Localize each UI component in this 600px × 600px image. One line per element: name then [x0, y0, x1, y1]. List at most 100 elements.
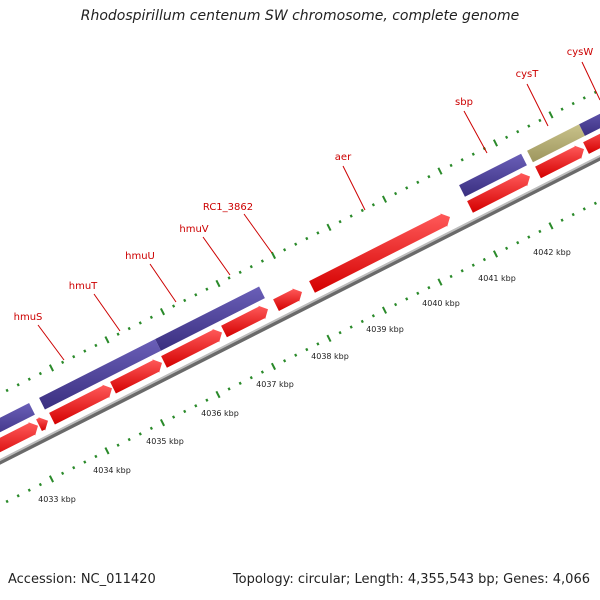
cds-feature[interactable]	[579, 105, 600, 136]
upper-tick	[249, 265, 253, 269]
scale-label: 4038 kbp	[311, 352, 349, 361]
upper-tick	[449, 163, 453, 168]
genome-stats-text: Topology: circular; Length: 4,355,543 bp…	[232, 572, 590, 587]
lower-tick	[48, 475, 55, 483]
rna-feature[interactable]	[527, 124, 585, 163]
upper-tick	[548, 111, 554, 119]
callout-line	[526, 83, 549, 127]
upper-tick	[27, 377, 31, 381]
lower-tick	[283, 359, 287, 363]
lower-tick	[582, 207, 586, 211]
lower-tick	[16, 494, 20, 498]
lower-tick	[326, 334, 332, 342]
upper-tick	[360, 208, 364, 213]
lower-tick	[61, 471, 65, 475]
upper-tick	[194, 293, 198, 297]
gene-label[interactable]: RC1_3862	[203, 202, 253, 213]
cds-feature[interactable]	[0, 403, 35, 441]
cds-feature[interactable]	[155, 286, 265, 351]
upper-tick	[94, 343, 98, 348]
upper-tick	[516, 130, 520, 134]
lower-tick	[416, 291, 420, 295]
upper-tick	[492, 139, 499, 147]
backbone-highlight	[0, 154, 600, 462]
upper-tick	[593, 90, 597, 95]
scale-labels: 4033 kbp 4034 kbp 4035 kbp 4036 kbp 4037 kbp…	[38, 248, 571, 504]
gene-feature[interactable]	[161, 329, 222, 368]
upper-tick	[427, 175, 431, 179]
upper-tick	[416, 180, 420, 184]
lower-tick	[172, 415, 176, 419]
gene-label[interactable]: hmuV	[179, 224, 208, 235]
upper-tick	[394, 191, 398, 196]
chromosome-backbone	[0, 154, 600, 465]
upper-tick	[5, 388, 9, 393]
gene-feature[interactable]	[583, 127, 600, 154]
lower-tick	[194, 404, 198, 408]
lower-tick	[427, 286, 431, 290]
cds-feature[interactable]	[39, 339, 161, 410]
upper-tick	[381, 195, 388, 203]
map-title: Rhodospirillum centenum SW chromosome, c…	[80, 8, 520, 24]
gene-label[interactable]: hmuU	[125, 251, 155, 262]
upper-tick	[238, 270, 242, 274]
callout-line	[463, 110, 488, 154]
gene-label[interactable]: hmuT	[69, 281, 98, 292]
scale-label: 4036 kbp	[201, 409, 239, 418]
lower-tick	[471, 263, 475, 267]
callout-line	[581, 61, 600, 101]
callout-line	[342, 165, 366, 211]
callout-line	[243, 213, 273, 254]
scale-label: 4041 kbp	[478, 274, 516, 283]
gene-label[interactable]: sbp	[455, 97, 473, 108]
gene-feature[interactable]	[467, 172, 530, 213]
gene-feature[interactable]	[309, 213, 450, 293]
upper-tick	[149, 315, 153, 319]
upper-tick	[38, 371, 42, 376]
upper-tick	[349, 214, 353, 218]
lower-tick	[593, 201, 597, 206]
lower-tick	[527, 235, 531, 239]
scale-label: 4042 kbp	[533, 248, 571, 257]
cds-feature[interactable]	[459, 153, 527, 197]
gene-label[interactable]: cysT	[516, 69, 540, 80]
upper-tick	[72, 354, 76, 359]
scale-label: 4040 kbp	[422, 299, 460, 308]
lower-tick	[159, 419, 166, 427]
lower-tick	[138, 432, 142, 436]
gene-feature[interactable]	[535, 145, 584, 179]
upper-tick	[183, 298, 187, 303]
scale-label: 4035 kbp	[146, 437, 184, 446]
lower-tick	[116, 443, 120, 447]
lower-tick	[149, 426, 153, 430]
gene-label[interactable]: cysW	[567, 47, 594, 58]
upper-tick	[437, 167, 443, 175]
lower-tick	[571, 212, 575, 217]
callout-line	[149, 263, 177, 303]
lower-tick	[104, 447, 110, 455]
lower-tick	[270, 362, 277, 371]
lower-tick	[227, 387, 231, 391]
upper-tick	[172, 304, 176, 308]
gene-feature[interactable]	[36, 417, 48, 431]
upper-tick	[371, 203, 375, 207]
gene-feature[interactable]	[110, 359, 162, 394]
lower-tick	[305, 347, 309, 352]
gene-feature[interactable]	[49, 384, 112, 425]
scale-label: 4033 kbp	[38, 495, 76, 504]
scale-label: 4034 kbp	[93, 466, 131, 475]
gene-feature[interactable]	[273, 288, 302, 312]
gene-label[interactable]: hmuS	[14, 312, 43, 323]
upper-tick	[83, 349, 87, 353]
upper-tick	[61, 360, 65, 364]
upper-tick	[326, 223, 332, 231]
gene-label[interactable]: aer	[335, 152, 352, 163]
upper-tick	[270, 251, 277, 260]
upper-tick	[138, 321, 142, 325]
lower-tick	[238, 381, 242, 385]
gene-feature[interactable]	[0, 422, 38, 461]
lower-tick	[183, 409, 187, 414]
gene-feature[interactable]	[221, 305, 268, 338]
scale-label: 4039 kbp	[366, 325, 404, 334]
